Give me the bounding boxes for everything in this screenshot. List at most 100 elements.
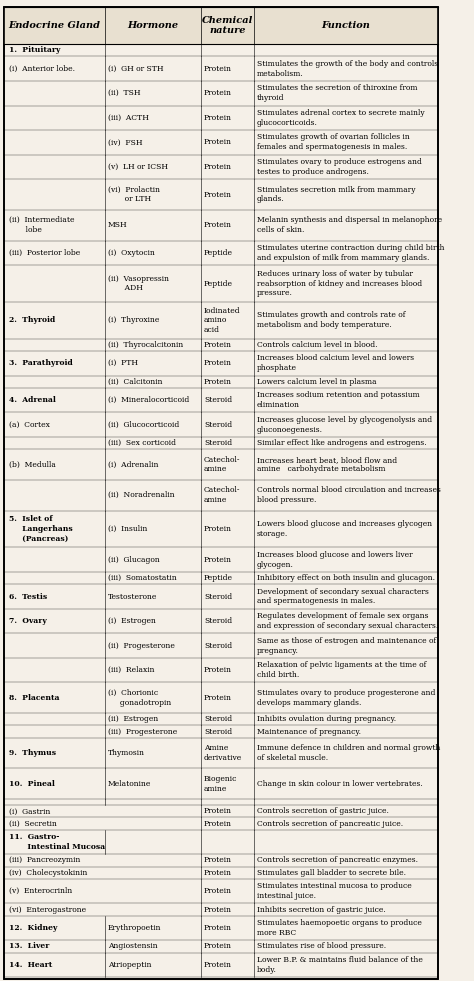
Text: Protein: Protein — [204, 190, 232, 198]
Text: 14.  Heart: 14. Heart — [9, 960, 52, 969]
Text: 1.  Pituitary: 1. Pituitary — [9, 46, 60, 54]
Text: Protein: Protein — [204, 221, 232, 230]
Text: Protein: Protein — [204, 869, 232, 877]
Text: Stimulates ovary to produce estrogens and
testes to produce androgens.: Stimulates ovary to produce estrogens an… — [257, 158, 421, 176]
Text: 13.  Liver: 13. Liver — [9, 943, 49, 951]
Text: (vi)  Prolactin
       or LTH: (vi) Prolactin or LTH — [108, 185, 160, 203]
Text: Regulates development of female sex organs
and expression of secondary sexual ch: Regulates development of female sex orga… — [257, 612, 438, 630]
Text: Controls secretion of gastric juice.: Controls secretion of gastric juice. — [257, 807, 389, 815]
Text: (iii)  Pancreozymin: (iii) Pancreozymin — [9, 856, 80, 864]
Text: (iii)  Progesterone: (iii) Progesterone — [108, 728, 177, 736]
Text: (ii)  Vasopressin
       ADH: (ii) Vasopressin ADH — [108, 275, 169, 292]
Text: Protein: Protein — [204, 138, 232, 146]
Text: (ii)  Estrogen: (ii) Estrogen — [108, 715, 158, 723]
Text: 5.  Islet of
     Langerhans
     (Pancreas): 5. Islet of Langerhans (Pancreas) — [9, 515, 73, 542]
Text: Melatonine: Melatonine — [108, 780, 151, 788]
Text: Protein: Protein — [204, 807, 232, 815]
Text: Stimulates secretion milk from mammary
glands.: Stimulates secretion milk from mammary g… — [257, 185, 415, 203]
Text: Stimulates haemopoetic organs to produce
more RBC: Stimulates haemopoetic organs to produce… — [257, 919, 421, 937]
Text: Steroid: Steroid — [204, 421, 232, 429]
Text: Development of secondary sexual characters
and spermatogenesis in males.: Development of secondary sexual characte… — [257, 588, 428, 605]
Text: (i)  Oxytocin: (i) Oxytocin — [108, 249, 155, 257]
Text: Protein: Protein — [204, 820, 232, 828]
Text: Steroid: Steroid — [204, 593, 232, 600]
Text: Function: Function — [322, 21, 371, 30]
Text: Increases heart beat, blood flow and
amine   carbohydrate metabolism: Increases heart beat, blood flow and ami… — [257, 456, 397, 474]
Text: 7.  Ovary: 7. Ovary — [9, 617, 46, 625]
Text: Stimulates growth of ovarian follicles in
females and spermatogenesis in males.: Stimulates growth of ovarian follicles i… — [257, 133, 410, 151]
Text: Increases blood calcium level and lowers
phosphate: Increases blood calcium level and lowers… — [257, 354, 414, 372]
Text: (iii)  Sex corticoid: (iii) Sex corticoid — [108, 439, 175, 447]
Text: Lowers calcium level in plasma: Lowers calcium level in plasma — [257, 378, 376, 386]
Text: 3.  Parathyroid: 3. Parathyroid — [9, 359, 73, 367]
Text: (a)  Cortex: (a) Cortex — [9, 421, 50, 429]
Text: Peptide: Peptide — [204, 280, 233, 287]
Text: 9.  Thymus: 9. Thymus — [9, 749, 56, 757]
Text: Melanin synthesis and dispersal in melanophore
cells of skin.: Melanin synthesis and dispersal in melan… — [257, 216, 442, 234]
Text: Increases sodium retention and potassium
elimination: Increases sodium retention and potassium… — [257, 391, 419, 409]
Text: (v)  Enterocrinln: (v) Enterocrinln — [9, 887, 72, 895]
Text: Steroid: Steroid — [204, 715, 232, 723]
Text: (ii)  Intermediate
       lobe: (ii) Intermediate lobe — [9, 216, 74, 234]
Text: Steroid: Steroid — [204, 728, 232, 736]
Text: Inhibits ovulation during pregnancy.: Inhibits ovulation during pregnancy. — [257, 715, 396, 723]
Text: (iv)  FSH: (iv) FSH — [108, 138, 142, 146]
Text: (ii)  Secretin: (ii) Secretin — [9, 820, 57, 828]
Text: (i)  Insulin: (i) Insulin — [108, 525, 147, 533]
Text: (iii)  Relaxin: (iii) Relaxin — [108, 666, 154, 674]
Text: Stimulates uterine contraction during child birth
and expulsion of milk from mam: Stimulates uterine contraction during ch… — [257, 244, 444, 262]
Text: Increases glucose level by glycogenolysis and
gluconoegenesis.: Increases glucose level by glycogenolysi… — [257, 416, 432, 434]
Text: (v)  LH or ICSH: (v) LH or ICSH — [108, 163, 168, 171]
Text: Protein: Protein — [204, 359, 232, 367]
Text: Stimulates rise of blood pressure.: Stimulates rise of blood pressure. — [257, 943, 386, 951]
Text: Controls normal blood circulation and increases
blood pressure.: Controls normal blood circulation and in… — [257, 487, 440, 504]
Text: Protein: Protein — [204, 905, 232, 913]
Text: Catechol-
amine: Catechol- amine — [204, 487, 241, 504]
Text: 10.  Pineal: 10. Pineal — [9, 780, 55, 788]
Text: Peptide: Peptide — [204, 574, 233, 582]
Text: Protein: Protein — [204, 378, 232, 386]
Text: Protein: Protein — [204, 856, 232, 864]
Text: Relaxation of pelvic ligaments at the time of
child birth.: Relaxation of pelvic ligaments at the ti… — [257, 661, 426, 679]
Text: MSH: MSH — [108, 221, 127, 230]
Text: Stimulates growth and controls rate of
metabolism and body temperature.: Stimulates growth and controls rate of m… — [257, 311, 405, 330]
Text: Iodinated
amino
acid: Iodinated amino acid — [204, 306, 241, 335]
Text: Same as those of estrogen and maintenance of
pregnancy.: Same as those of estrogen and maintenanc… — [257, 637, 436, 654]
Text: Testosterone: Testosterone — [108, 593, 157, 600]
Text: Controls calcium level in blood.: Controls calcium level in blood. — [257, 340, 377, 349]
Text: Immune defence in children and normal growth
of skeletal muscle.: Immune defence in children and normal gr… — [257, 745, 440, 762]
Text: Protein: Protein — [204, 65, 232, 73]
Text: Inhibitory effect on both insulin and glucagon.: Inhibitory effect on both insulin and gl… — [257, 574, 435, 582]
Text: (vi)  Enterogastrone: (vi) Enterogastrone — [9, 905, 86, 913]
Text: (ii)  Noradrenalin: (ii) Noradrenalin — [108, 491, 174, 499]
Text: Stimulates intestinal mucosa to produce
intestinal juice.: Stimulates intestinal mucosa to produce … — [257, 882, 411, 900]
Text: (ii)  Progesterone: (ii) Progesterone — [108, 642, 174, 649]
Text: Controls secretion of pancreatic juice.: Controls secretion of pancreatic juice. — [257, 820, 403, 828]
Text: Protein: Protein — [204, 960, 232, 969]
Text: Amine
derivative: Amine derivative — [204, 745, 242, 762]
Text: Reduces urinary loss of water by tubular
reabsorption of kidney and increases bl: Reduces urinary loss of water by tubular… — [257, 270, 422, 297]
Text: (i)  Anterior lobe.: (i) Anterior lobe. — [9, 65, 75, 73]
Text: Catechol-
amine: Catechol- amine — [204, 456, 241, 474]
Text: (b)  Medulla: (b) Medulla — [9, 460, 56, 469]
Text: (i)  Estrogen: (i) Estrogen — [108, 617, 155, 625]
Text: Inhibits secretion of gastric juice.: Inhibits secretion of gastric juice. — [257, 905, 385, 913]
Text: (i)  PTH: (i) PTH — [108, 359, 137, 367]
Text: 11.  Gastro-
       Intestinal Mucosa: 11. Gastro- Intestinal Mucosa — [9, 833, 105, 851]
Text: Similar effect like androgens and estrogens.: Similar effect like androgens and estrog… — [257, 439, 426, 447]
Text: (i)  GH or STH: (i) GH or STH — [108, 65, 163, 73]
Text: Protein: Protein — [204, 163, 232, 171]
Text: Protein: Protein — [204, 924, 232, 932]
Text: (i)  Thyroxine: (i) Thyroxine — [108, 316, 159, 325]
Text: Protein: Protein — [204, 89, 232, 97]
Text: Maintenance of pregnancy.: Maintenance of pregnancy. — [257, 728, 361, 736]
Text: Change in skin colour in lower vertebrates.: Change in skin colour in lower vertebrat… — [257, 780, 422, 788]
Text: (iv)  Cholecystokinin: (iv) Cholecystokinin — [9, 869, 87, 877]
Text: (iii)  Posterior lobe: (iii) Posterior lobe — [9, 249, 80, 257]
Text: Steroid: Steroid — [204, 617, 232, 625]
Text: Protein: Protein — [204, 943, 232, 951]
Text: (ii)  Thyrocalcitonin: (ii) Thyrocalcitonin — [108, 340, 183, 349]
Text: 2.  Thyroid: 2. Thyroid — [9, 316, 55, 325]
Text: (ii)  Calcitonin: (ii) Calcitonin — [108, 378, 162, 386]
Text: Stimulates adrenal cortex to secrete mainly
glucocorticoids.: Stimulates adrenal cortex to secrete mai… — [257, 109, 424, 127]
